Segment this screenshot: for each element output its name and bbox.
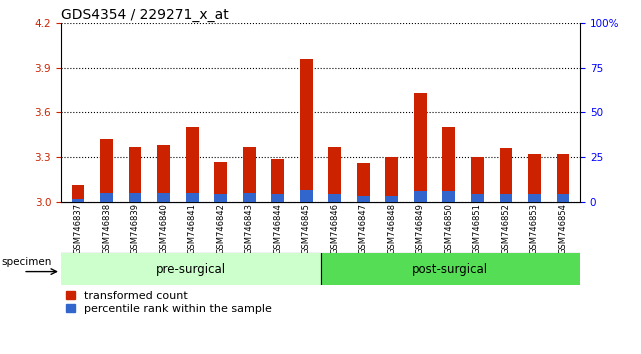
Text: GSM746852: GSM746852 bbox=[501, 203, 510, 254]
Text: GSM746845: GSM746845 bbox=[302, 203, 311, 254]
Bar bbox=[499, 194, 512, 202]
Bar bbox=[385, 157, 398, 202]
Bar bbox=[72, 185, 85, 202]
Text: GSM746837: GSM746837 bbox=[74, 203, 83, 254]
Text: GSM746841: GSM746841 bbox=[188, 203, 197, 254]
Text: GSM746843: GSM746843 bbox=[245, 203, 254, 254]
Bar bbox=[328, 147, 341, 202]
Bar bbox=[385, 196, 398, 202]
Bar bbox=[214, 194, 227, 202]
Text: GSM746847: GSM746847 bbox=[359, 203, 368, 254]
Bar bbox=[442, 127, 455, 202]
Bar bbox=[528, 194, 541, 202]
Text: GSM746854: GSM746854 bbox=[558, 203, 567, 254]
Legend: transformed count, percentile rank within the sample: transformed count, percentile rank withi… bbox=[67, 291, 272, 314]
Text: GSM746851: GSM746851 bbox=[473, 203, 482, 254]
Bar bbox=[414, 93, 427, 202]
Bar bbox=[357, 163, 370, 202]
Text: GSM746850: GSM746850 bbox=[444, 203, 453, 254]
Text: GSM746840: GSM746840 bbox=[159, 203, 168, 254]
Bar bbox=[186, 193, 199, 202]
Bar bbox=[271, 194, 284, 202]
Bar bbox=[72, 199, 85, 202]
Bar bbox=[471, 157, 484, 202]
Bar bbox=[414, 192, 427, 202]
Bar bbox=[320, 253, 580, 285]
Text: pre-surgical: pre-surgical bbox=[156, 263, 226, 275]
Text: GSM746838: GSM746838 bbox=[102, 203, 111, 254]
Bar bbox=[300, 59, 313, 202]
Bar bbox=[157, 145, 170, 202]
Text: GSM746844: GSM746844 bbox=[273, 203, 282, 254]
Bar bbox=[214, 161, 227, 202]
Bar bbox=[328, 194, 341, 202]
Bar bbox=[243, 147, 256, 202]
Bar bbox=[556, 154, 569, 202]
Text: GSM746842: GSM746842 bbox=[216, 203, 225, 254]
Text: GSM746846: GSM746846 bbox=[330, 203, 339, 254]
Text: GSM746853: GSM746853 bbox=[530, 203, 539, 254]
Bar bbox=[528, 154, 541, 202]
Bar bbox=[100, 193, 113, 202]
Bar bbox=[471, 194, 484, 202]
Text: GSM746848: GSM746848 bbox=[387, 203, 396, 254]
Bar bbox=[186, 127, 199, 202]
Bar bbox=[129, 193, 142, 202]
Bar bbox=[129, 147, 142, 202]
Bar bbox=[357, 196, 370, 202]
Bar bbox=[243, 193, 256, 202]
Bar bbox=[61, 253, 320, 285]
Bar bbox=[300, 190, 313, 202]
Text: GSM746839: GSM746839 bbox=[131, 203, 140, 254]
Bar bbox=[271, 159, 284, 202]
Bar bbox=[100, 139, 113, 202]
Bar bbox=[442, 192, 455, 202]
Bar bbox=[157, 193, 170, 202]
Bar bbox=[499, 148, 512, 202]
Bar bbox=[556, 194, 569, 202]
Text: specimen: specimen bbox=[1, 257, 51, 267]
Text: GDS4354 / 229271_x_at: GDS4354 / 229271_x_at bbox=[61, 8, 229, 22]
Text: post-surgical: post-surgical bbox=[412, 263, 488, 275]
Text: GSM746849: GSM746849 bbox=[416, 203, 425, 254]
